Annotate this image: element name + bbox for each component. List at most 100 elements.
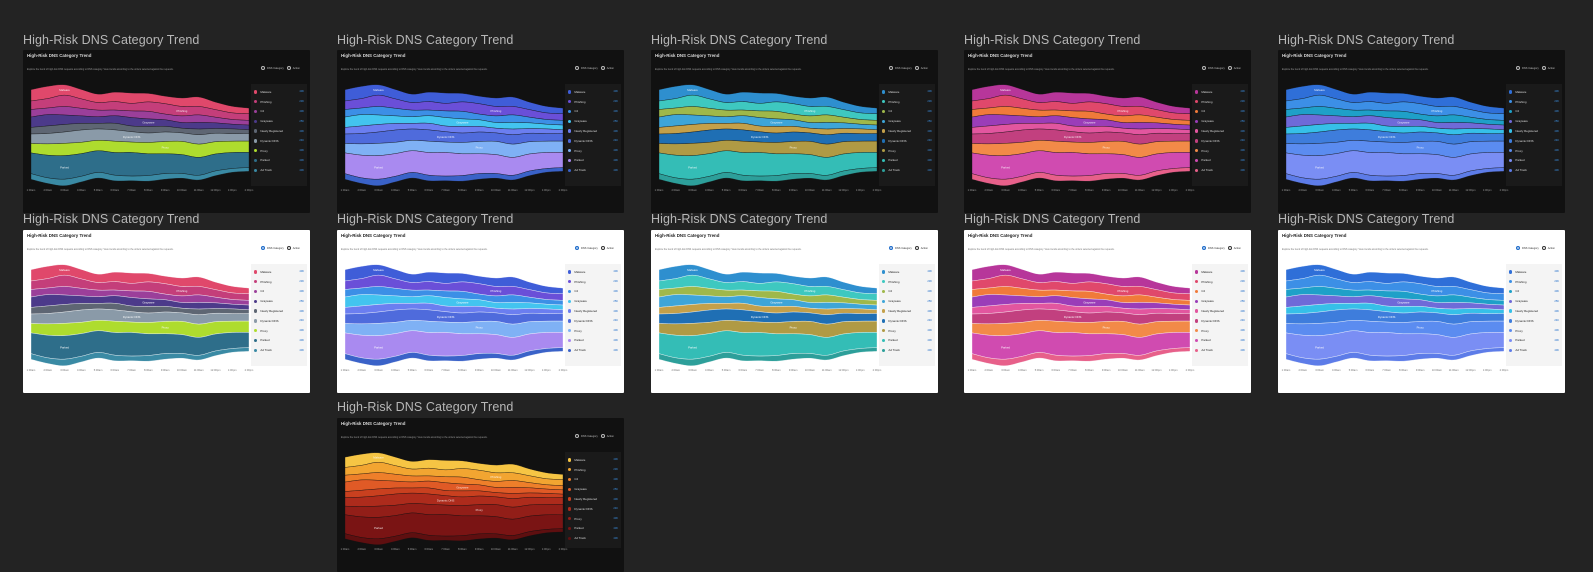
legend-item[interactable]: Malware 40K bbox=[568, 455, 618, 465]
legend-item[interactable]: Proxy 40K bbox=[568, 326, 618, 336]
legend-item[interactable]: Dynamic DNS 24K bbox=[568, 504, 618, 514]
legend-item[interactable]: Parked 40K bbox=[568, 156, 618, 166]
legend-item[interactable]: C2 40K bbox=[882, 107, 932, 117]
toggle-option-action[interactable]: Action bbox=[600, 434, 614, 438]
legend-item[interactable]: Malware 40K bbox=[254, 267, 304, 277]
legend-item[interactable]: Parked 40K bbox=[882, 156, 932, 166]
legend-item[interactable]: Newly Registered 40K bbox=[568, 126, 618, 136]
legend-item[interactable]: Parked 40K bbox=[568, 524, 618, 534]
legend-item[interactable]: Newly Registered 40K bbox=[1509, 306, 1559, 316]
legend-item[interactable]: C2 40K bbox=[1509, 287, 1559, 297]
toggle-option-action[interactable]: Action bbox=[914, 246, 928, 250]
legend-item[interactable]: Dynamic DNS 24K bbox=[1195, 316, 1245, 326]
legend-item[interactable]: Grayware 25K bbox=[568, 296, 618, 306]
stream-layer-ad-track[interactable] bbox=[971, 167, 1191, 186]
stream-layer-ad-track[interactable] bbox=[344, 528, 564, 545]
legend-item[interactable]: Ad Track 40K bbox=[568, 165, 618, 175]
legend-item[interactable]: Grayware 25K bbox=[1509, 116, 1559, 126]
legend-item[interactable]: C2 40K bbox=[254, 287, 304, 297]
legend-item[interactable]: Ad Track 40K bbox=[568, 533, 618, 543]
legend-item[interactable]: Ad Track 40K bbox=[1509, 345, 1559, 355]
legend-item[interactable]: Newly Registered 40K bbox=[568, 306, 618, 316]
toggle-option-dns-category[interactable]: DNS Category bbox=[889, 66, 912, 70]
toggle-option-dns-category[interactable]: DNS Category bbox=[1202, 246, 1225, 250]
legend-item[interactable]: Malware 40K bbox=[568, 87, 618, 97]
legend-item[interactable]: Phishing 23K bbox=[254, 277, 304, 287]
stream-layer-ad-track[interactable] bbox=[344, 167, 564, 186]
legend-item[interactable]: Dynamic DNS 24K bbox=[882, 316, 932, 326]
legend-item[interactable]: Phishing 23K bbox=[1509, 97, 1559, 107]
legend-item[interactable]: Ad Track 40K bbox=[1195, 165, 1245, 175]
stream-layer-ad-track[interactable] bbox=[1285, 347, 1505, 366]
legend-item[interactable]: Dynamic DNS 24K bbox=[882, 136, 932, 146]
toggle-option-dns-category[interactable]: DNS Category bbox=[575, 246, 598, 250]
legend-item[interactable]: Phishing 23K bbox=[254, 97, 304, 107]
legend-item[interactable]: Phishing 23K bbox=[1195, 277, 1245, 287]
legend-item[interactable]: Ad Track 40K bbox=[254, 345, 304, 355]
stream-layer-ad-track[interactable] bbox=[971, 347, 1191, 366]
legend-item[interactable]: Parked 40K bbox=[1195, 336, 1245, 346]
legend-item[interactable]: Parked 40K bbox=[254, 156, 304, 166]
legend-item[interactable]: Dynamic DNS 24K bbox=[1509, 316, 1559, 326]
toggle-option-action[interactable]: Action bbox=[600, 246, 614, 250]
legend-item[interactable]: Grayware 25K bbox=[1509, 296, 1559, 306]
legend-item[interactable]: Ad Track 40K bbox=[568, 345, 618, 355]
toggle-option-action[interactable]: Action bbox=[914, 66, 928, 70]
stream-layer-ad-track[interactable] bbox=[658, 167, 878, 186]
legend-item[interactable]: Dynamic DNS 24K bbox=[254, 316, 304, 326]
toggle-option-dns-category[interactable]: DNS Category bbox=[1516, 246, 1539, 250]
legend-item[interactable]: C2 40K bbox=[568, 107, 618, 117]
legend-item[interactable]: Phishing 23K bbox=[568, 97, 618, 107]
legend-item[interactable]: Malware 40K bbox=[1509, 267, 1559, 277]
legend-item[interactable]: Phishing 23K bbox=[1509, 277, 1559, 287]
legend-item[interactable]: Newly Registered 40K bbox=[1509, 126, 1559, 136]
toggle-option-action[interactable]: Action bbox=[286, 246, 300, 250]
legend-item[interactable]: Dynamic DNS 24K bbox=[568, 136, 618, 146]
legend-item[interactable]: Parked 40K bbox=[882, 336, 932, 346]
legend-item[interactable]: Parked 40K bbox=[1509, 336, 1559, 346]
legend-item[interactable]: Parked 40K bbox=[1509, 156, 1559, 166]
legend-item[interactable]: Proxy 40K bbox=[568, 146, 618, 156]
legend-item[interactable]: Proxy 40K bbox=[882, 146, 932, 156]
legend-item[interactable]: Newly Registered 40K bbox=[1195, 126, 1245, 136]
legend-item[interactable]: Ad Track 40K bbox=[254, 165, 304, 175]
stream-layer-ad-track[interactable] bbox=[30, 167, 250, 186]
stream-layer-ad-track[interactable] bbox=[658, 347, 878, 366]
legend-item[interactable]: C2 40K bbox=[254, 107, 304, 117]
legend-item[interactable]: Phishing 23K bbox=[1195, 97, 1245, 107]
legend-item[interactable]: Parked 40K bbox=[1195, 156, 1245, 166]
legend-item[interactable]: C2 40K bbox=[1509, 107, 1559, 117]
legend-item[interactable]: C2 40K bbox=[882, 287, 932, 297]
toggle-option-action[interactable]: Action bbox=[1227, 66, 1241, 70]
legend-item[interactable]: Malware 40K bbox=[254, 87, 304, 97]
toggle-option-dns-category[interactable]: DNS Category bbox=[1202, 66, 1225, 70]
legend-item[interactable]: Ad Track 40K bbox=[1195, 345, 1245, 355]
stream-layer-ad-track[interactable] bbox=[1285, 167, 1505, 186]
legend-item[interactable]: Malware 40K bbox=[882, 267, 932, 277]
toggle-option-dns-category[interactable]: DNS Category bbox=[575, 66, 598, 70]
legend-item[interactable]: Malware 40K bbox=[1195, 87, 1245, 97]
toggle-option-dns-category[interactable]: DNS Category bbox=[889, 246, 912, 250]
legend-item[interactable]: Malware 40K bbox=[882, 87, 932, 97]
legend-item[interactable]: Grayware 25K bbox=[254, 296, 304, 306]
legend-item[interactable]: Malware 40K bbox=[1509, 87, 1559, 97]
legend-item[interactable]: Grayware 25K bbox=[568, 116, 618, 126]
toggle-option-action[interactable]: Action bbox=[286, 66, 300, 70]
legend-item[interactable]: Parked 40K bbox=[568, 336, 618, 346]
legend-item[interactable]: C2 40K bbox=[568, 475, 618, 485]
legend-item[interactable]: Ad Track 40K bbox=[882, 165, 932, 175]
legend-item[interactable]: Malware 40K bbox=[1195, 267, 1245, 277]
legend-item[interactable]: Dynamic DNS 24K bbox=[568, 316, 618, 326]
legend-item[interactable]: Proxy 40K bbox=[1195, 146, 1245, 156]
legend-item[interactable]: C2 40K bbox=[1195, 287, 1245, 297]
legend-item[interactable]: Phishing 23K bbox=[568, 465, 618, 475]
legend-item[interactable]: Newly Registered 40K bbox=[254, 126, 304, 136]
legend-item[interactable]: Proxy 40K bbox=[1509, 146, 1559, 156]
legend-item[interactable]: Proxy 40K bbox=[1195, 326, 1245, 336]
legend-item[interactable]: Proxy 40K bbox=[882, 326, 932, 336]
legend-item[interactable]: Grayware 25K bbox=[254, 116, 304, 126]
legend-item[interactable]: Parked 40K bbox=[254, 336, 304, 346]
legend-item[interactable]: Dynamic DNS 24K bbox=[254, 136, 304, 146]
legend-item[interactable]: Dynamic DNS 24K bbox=[1509, 136, 1559, 146]
legend-item[interactable]: Newly Registered 40K bbox=[1195, 306, 1245, 316]
